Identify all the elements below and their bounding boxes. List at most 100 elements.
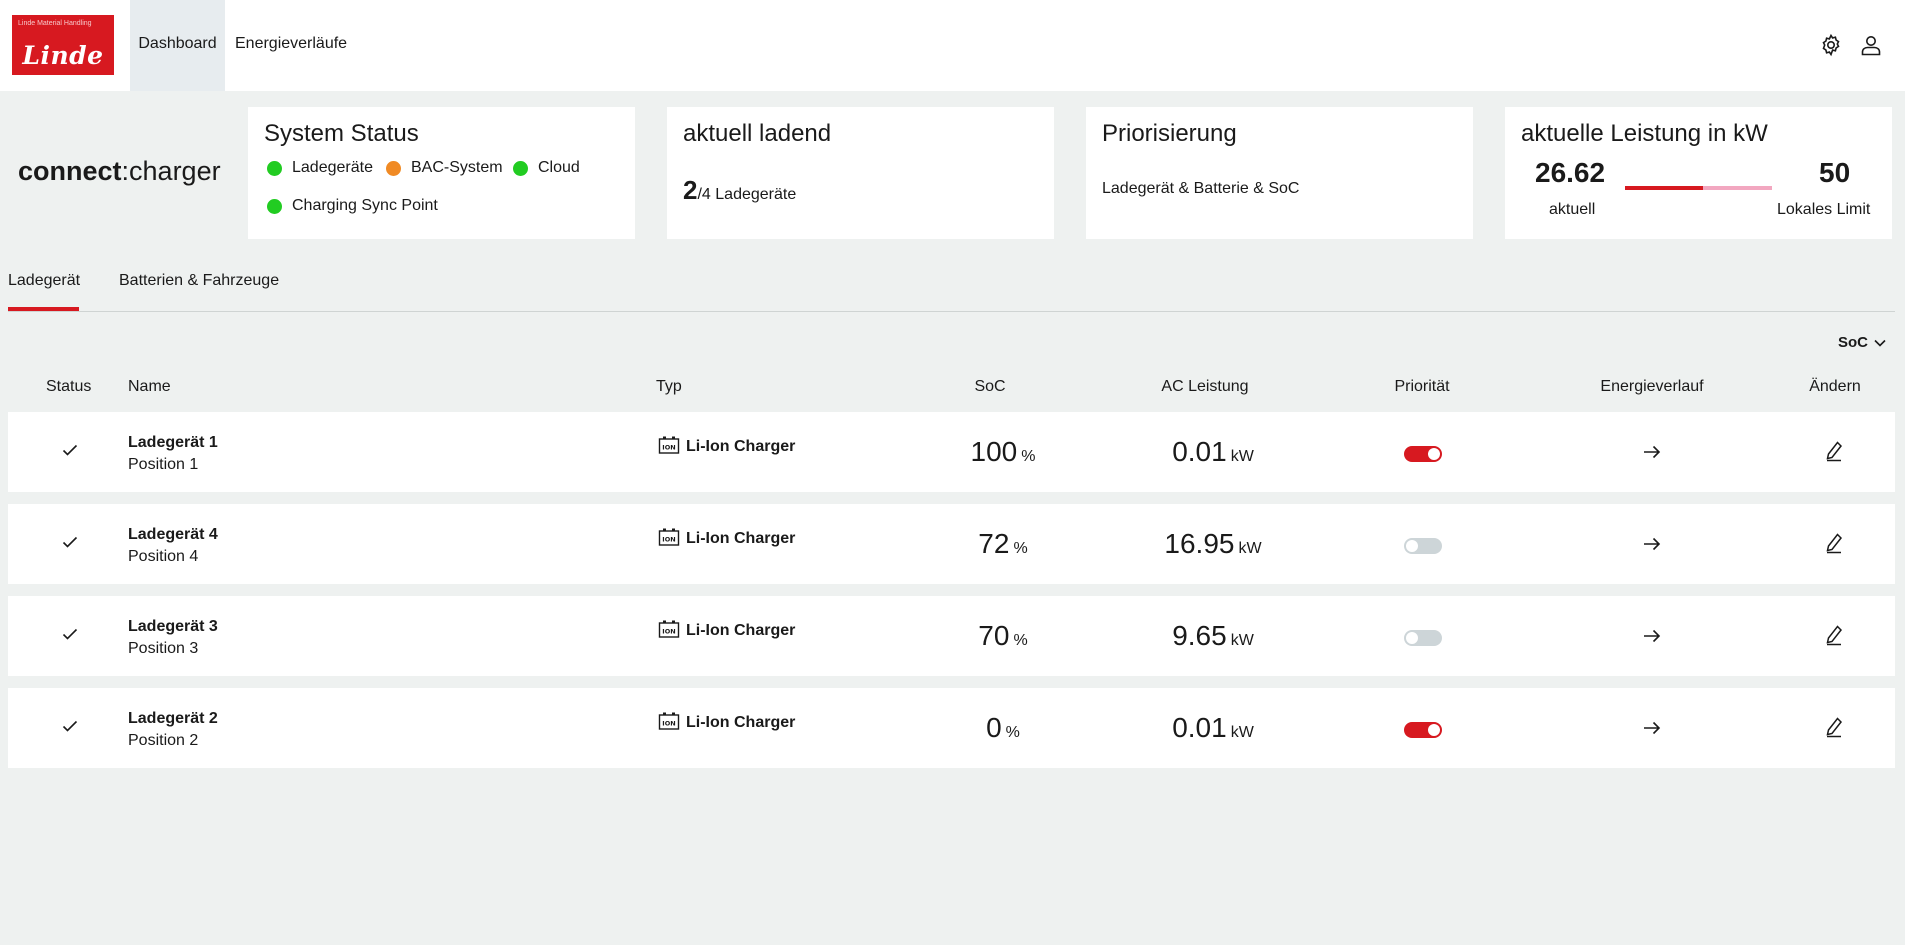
priority-toggle[interactable] <box>1404 630 1442 646</box>
priority-toggle[interactable] <box>1404 722 1442 738</box>
table-row[interactable]: Ladegerät 1 Position 1 ION Li-Ion Charger 10… <box>8 412 1895 492</box>
charger-position: Position 1 <box>128 456 199 473</box>
pencil-icon[interactable] <box>1823 439 1847 463</box>
svg-text:ION: ION <box>662 720 675 728</box>
soc-value: 72% <box>978 528 1028 559</box>
header-status: Status <box>46 378 92 395</box>
li-ion-battery-icon: ION <box>658 528 680 546</box>
status-dot <box>513 160 528 176</box>
pencil-icon[interactable] <box>1823 623 1847 647</box>
power-progress-bar <box>1625 186 1772 190</box>
nav-energieverlaeufe[interactable]: Energieverläufe <box>235 35 348 52</box>
charger-position: Position 3 <box>128 640 199 657</box>
soc-value: 0% <box>986 712 1020 743</box>
ac-power-value: 16.95 kW <box>1164 528 1262 559</box>
current-power-label: aktuell <box>1549 201 1596 218</box>
toggle-knob <box>1406 632 1418 644</box>
check-icon <box>60 440 80 460</box>
charger-name: Ladegerät 1 <box>128 434 218 451</box>
header-name: Name <box>128 378 171 395</box>
power-progress-fill <box>1625 186 1704 190</box>
header-ac-leistung[interactable]: AC Leistung <box>1161 378 1249 395</box>
sort-label: SoC <box>1838 334 1868 351</box>
card-title: aktuelle Leistung in kW <box>1521 120 1768 147</box>
charger-name: Ladegerät 4 <box>128 526 218 543</box>
charging-now-card: aktuell ladend 2/4 Ladegeräte <box>667 107 1054 239</box>
power-card: aktuelle Leistung in kW 26.62 aktuell 50… <box>1505 107 1892 239</box>
priority-toggle[interactable] <box>1404 538 1442 554</box>
arrow-right-icon[interactable] <box>1640 716 1664 740</box>
tabs-divider <box>8 311 1895 312</box>
priority-toggle[interactable] <box>1404 446 1442 462</box>
system-status-card: System Status Ladegeräte BAC-System Clou… <box>248 107 635 239</box>
ac-power-value: 0.01 kW <box>1172 436 1254 467</box>
status-item-charging-sync-point: Charging Sync Point <box>267 197 438 215</box>
power-limit-value: 50 <box>1819 157 1851 188</box>
charger-position: Position 4 <box>128 548 199 565</box>
header-soc[interactable]: SoC <box>974 378 1006 395</box>
user-icon[interactable] <box>1859 33 1883 57</box>
ac-power-value: 9.65 kW <box>1172 620 1254 651</box>
tab-batterien-fahrzeuge[interactable]: Batterien & Fahrzeuge <box>119 272 280 289</box>
check-icon <box>60 624 80 644</box>
check-icon <box>60 532 80 552</box>
li-ion-battery-icon: ION <box>658 712 680 730</box>
pencil-icon[interactable] <box>1823 531 1847 555</box>
status-dot <box>267 198 282 214</box>
nav-dashboard[interactable]: Dashboard <box>130 0 225 91</box>
power-limit-label: Lokales Limit <box>1777 201 1871 218</box>
charger-type: ION Li-Ion Charger <box>658 620 795 640</box>
linde-logo[interactable]: Linde Material Handling Linde <box>12 15 114 75</box>
charger-type: ION Li-Ion Charger <box>658 436 795 456</box>
soc-value: 70% <box>978 620 1028 651</box>
charger-name: Ladegerät 3 <box>128 618 218 635</box>
header-prioritaet[interactable]: Priorität <box>1394 378 1450 395</box>
app-title: connect:charger <box>18 156 221 186</box>
prioritization-card: Priorisierung Ladegerät & Batterie & SoC <box>1086 107 1473 239</box>
check-icon <box>60 716 80 736</box>
status-dot <box>267 160 282 176</box>
tab-ladegeraet[interactable]: Ladegerät <box>8 272 81 289</box>
svg-text:ION: ION <box>662 628 675 636</box>
gear-icon[interactable] <box>1819 33 1843 57</box>
header-typ: Typ <box>656 378 682 395</box>
arrow-right-icon[interactable] <box>1640 532 1664 556</box>
logo-subtitle: Linde Material Handling <box>18 20 92 27</box>
active-tab-indicator <box>8 307 79 311</box>
status-dot <box>386 160 401 176</box>
logo-brand: Linde <box>22 41 104 70</box>
table-row[interactable]: Ladegerät 4 Position 4 ION Li-Ion Charger 72… <box>8 504 1895 584</box>
toggle-knob <box>1406 540 1418 552</box>
charging-count: 2/4 Ladegeräte <box>683 175 797 205</box>
prioritization-text: Ladegerät & Batterie & SoC <box>1102 180 1300 197</box>
ac-power-value: 0.01 kW <box>1172 712 1254 743</box>
charger-position: Position 2 <box>128 732 199 749</box>
status-item-bac-system: BAC-System <box>386 159 503 177</box>
charger-type: ION Li-Ion Charger <box>658 528 795 548</box>
svg-text:ION: ION <box>662 444 675 452</box>
status-item-ladegeraete: Ladegeräte <box>267 159 373 177</box>
table-row[interactable]: Ladegerät 2 Position 2 ION Li-Ion Charger 0%… <box>8 688 1895 768</box>
li-ion-battery-icon: ION <box>658 436 680 454</box>
current-power-value: 26.62 <box>1535 157 1606 188</box>
chevron-down-icon <box>1874 339 1886 347</box>
card-title: System Status <box>264 120 419 147</box>
toggle-knob <box>1428 724 1440 736</box>
card-title: Priorisierung <box>1102 120 1237 147</box>
sort-dropdown[interactable]: SoC <box>1838 334 1886 351</box>
pencil-icon[interactable] <box>1823 715 1847 739</box>
svg-text:ION: ION <box>662 536 675 544</box>
charger-name: Ladegerät 2 <box>128 710 218 727</box>
li-ion-battery-icon: ION <box>658 620 680 638</box>
charger-type: ION Li-Ion Charger <box>658 712 795 732</box>
arrow-right-icon[interactable] <box>1640 440 1664 464</box>
card-title: aktuell ladend <box>683 120 832 147</box>
arrow-right-icon[interactable] <box>1640 624 1664 648</box>
status-item-cloud: Cloud <box>513 159 580 177</box>
toggle-knob <box>1428 448 1440 460</box>
header-energieverlauf: Energieverlauf <box>1600 378 1704 395</box>
soc-value: 100% <box>970 436 1036 467</box>
header-aendern: Ändern <box>1809 378 1861 395</box>
top-bar: Linde Material Handling Linde Dashboard … <box>0 0 1905 91</box>
table-row[interactable]: Ladegerät 3 Position 3 ION Li-Ion Charger 70… <box>8 596 1895 676</box>
